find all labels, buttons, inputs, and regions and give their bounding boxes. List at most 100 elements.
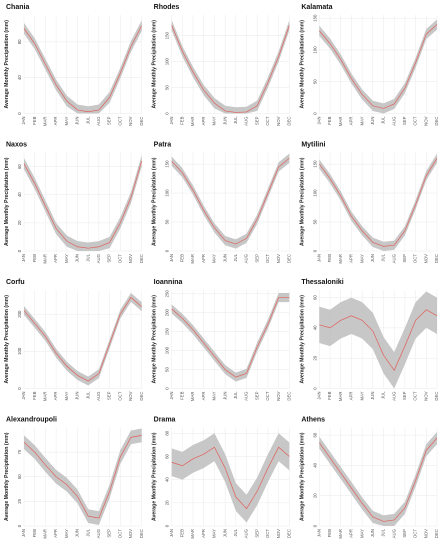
y-tick-label: 50: [165, 85, 170, 90]
x-tick-label: NOV: [276, 254, 281, 263]
confidence-band: [171, 433, 290, 523]
mean-line: [319, 437, 438, 522]
x-tick-label: OCT: [265, 391, 270, 400]
x-tick-label: APR: [53, 254, 58, 263]
y-tick-label: 0: [165, 112, 170, 115]
x-tick-label: SEP: [402, 116, 407, 125]
confidence-band: [24, 292, 142, 386]
confidence-band: [24, 20, 142, 114]
x-tick-label: NOV: [128, 391, 133, 400]
panel: Rhodes Average Monthly Precipitation (mm)…: [152, 4, 292, 126]
panel: Chania Average Monthly Precipitation (mm)…: [4, 4, 144, 126]
confidence-band: [319, 19, 437, 114]
x-tick-label: MAY: [64, 391, 69, 400]
x-tick-label: JUN: [370, 529, 375, 537]
x-tick-label: AUG: [96, 391, 101, 401]
panel-title: Alexandroupoli: [6, 417, 57, 424]
x-tick-label: JUL: [85, 116, 90, 124]
y-axis-label: Average Monthly Precipitation (mm): [152, 432, 158, 521]
x-tick-label: DEC: [286, 392, 291, 401]
x-tick-label: DEC: [139, 117, 144, 126]
panel: Ioannina Average Monthly Precipitation (m…: [152, 279, 292, 401]
y-tick-label: 40: [312, 462, 317, 467]
panel: Mytilini Average Monthly Precipitation (m…: [299, 142, 439, 264]
panel-title: Corfu: [6, 279, 25, 286]
x-tick-label: FEB: [32, 254, 37, 262]
y-tick-label: 150: [165, 32, 170, 40]
x-tick-label: JUN: [370, 254, 375, 262]
y-axis-label: Average Monthly Precipitation (mm): [299, 20, 305, 109]
x-tick-label: APR: [53, 529, 58, 538]
x-tick-label: JAN: [21, 392, 26, 400]
x-tick-label: NOV: [423, 529, 428, 538]
x-tick-label: APR: [201, 117, 206, 126]
x-tick-label: DEC: [286, 117, 291, 126]
x-tick-label: MAR: [43, 529, 48, 539]
x-tick-label: SEP: [402, 529, 407, 538]
x-tick-label: JAN: [316, 117, 321, 125]
x-tick-label: JUL: [85, 391, 90, 399]
mean-line: [171, 297, 290, 378]
x-tick-label: NOV: [276, 116, 281, 125]
x-tick-label: JUN: [222, 392, 227, 400]
y-tick-label: 0: [165, 249, 170, 252]
x-tick-label: MAY: [64, 254, 69, 263]
y-tick-label: 0: [312, 249, 317, 252]
x-tick-label: JAN: [169, 254, 174, 262]
x-tick-label: JAN: [21, 117, 26, 125]
x-tick-label: AUG: [244, 116, 249, 126]
x-tick-label: AUG: [391, 391, 396, 401]
panel: Thessaloniki Average Monthly Precipitatio…: [299, 279, 439, 401]
x-tick-label: JUL: [233, 391, 238, 399]
x-tick-label: JAN: [169, 392, 174, 400]
x-tick-label: JAN: [169, 529, 174, 537]
x-tick-label: FEB: [180, 116, 185, 124]
panel-title: Mytilini: [301, 142, 325, 149]
panel: Corfu Average Monthly Precipitation (mm) 0…: [4, 279, 144, 401]
x-tick-label: JAN: [169, 117, 174, 125]
x-tick-label: SEP: [107, 254, 112, 263]
y-tick-label: 0: [17, 249, 22, 252]
x-tick-label: MAR: [338, 529, 343, 539]
y-tick-label: 0: [165, 387, 170, 390]
x-tick-label: MAY: [359, 254, 364, 263]
x-tick-label: AUG: [96, 528, 101, 538]
mean-line: [23, 160, 143, 249]
x-tick-label: JUL: [85, 253, 90, 261]
x-tick-label: JUN: [370, 117, 375, 125]
x-tick-label: FEB: [327, 391, 332, 399]
x-tick-label: OCT: [413, 529, 418, 538]
panel: Drama Average Monthly Precipitation (mm) 0…: [152, 417, 292, 539]
x-tick-label: APR: [201, 254, 206, 263]
y-tick-label: 20: [312, 493, 317, 498]
x-tick-label: SEP: [254, 116, 259, 125]
x-tick-label: FEB: [327, 116, 332, 124]
x-tick-label: DEC: [434, 529, 439, 538]
panel-title: Thessaloniki: [301, 279, 343, 286]
x-tick-label: FEB: [327, 529, 332, 537]
x-tick-label: JUL: [233, 116, 238, 124]
y-tick-label: 50: [165, 219, 170, 224]
x-tick-label: DEC: [434, 254, 439, 263]
x-tick-label: JUN: [75, 117, 80, 125]
x-tick-label: JUL: [381, 253, 386, 261]
x-tick-label: MAR: [43, 392, 48, 402]
x-tick-label: NOV: [423, 254, 428, 263]
mean-line: [319, 309, 438, 372]
y-tick-label: 80: [17, 39, 22, 44]
x-tick-label: MAY: [212, 116, 217, 125]
x-tick-label: APR: [349, 392, 354, 401]
x-tick-label: AUG: [96, 253, 101, 263]
y-axis-label: Average Monthly Precipitation (mm): [299, 432, 305, 521]
x-tick-label: OCT: [413, 254, 418, 263]
confidence-band: [24, 155, 142, 251]
x-tick-label: AUG: [244, 528, 249, 538]
mean-line: [171, 25, 290, 113]
x-tick-label: JUN: [370, 392, 375, 400]
x-tick-label: AUG: [391, 528, 396, 538]
x-tick-label: OCT: [265, 529, 270, 538]
x-tick-label: OCT: [265, 254, 270, 263]
y-tick-label: 200: [165, 309, 170, 317]
y-axis-label: Average Monthly Precipitation (mm): [299, 295, 305, 384]
